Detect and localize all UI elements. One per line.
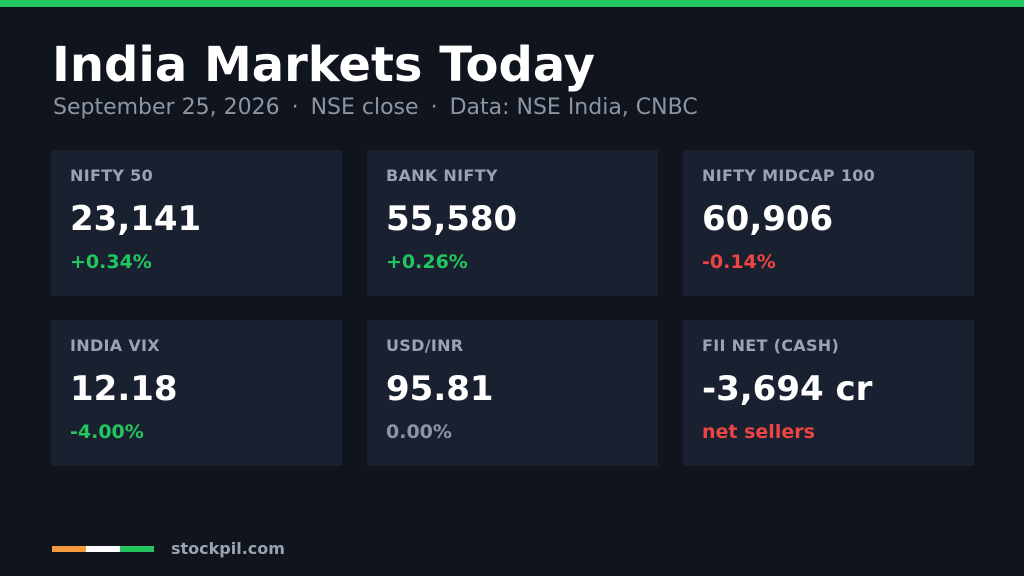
session-label: NSE close xyxy=(310,95,419,120)
card-usd-inr: USD/INR 95.81 0.00% xyxy=(367,320,658,466)
card-value: 23,141 xyxy=(70,199,202,239)
flag-green-segment xyxy=(120,546,154,552)
subtitle-separator: · xyxy=(291,95,299,120)
card-label: FII NET (CASH) xyxy=(702,336,840,355)
subtitle-separator: · xyxy=(430,95,438,120)
card-label: NIFTY 50 xyxy=(70,166,154,185)
card-bank-nifty: BANK NIFTY 55,580 +0.26% xyxy=(367,150,658,296)
card-change: +0.26% xyxy=(386,251,468,273)
card-change: net sellers xyxy=(702,421,815,443)
flag-saffron-segment xyxy=(52,546,86,552)
card-nifty-midcap-100: NIFTY MIDCAP 100 60,906 -0.14% xyxy=(683,150,974,296)
card-change: +0.34% xyxy=(70,251,152,273)
card-value: 60,906 xyxy=(702,199,834,239)
india-flag-stripe xyxy=(52,546,154,552)
footer-brand-link[interactable]: stockpil.com xyxy=(171,539,285,558)
card-label: USD/INR xyxy=(386,336,464,355)
card-value: -3,694 cr xyxy=(702,369,873,409)
card-value: 95.81 xyxy=(386,369,494,409)
card-label: NIFTY MIDCAP 100 xyxy=(702,166,876,185)
card-value: 55,580 xyxy=(386,199,518,239)
accent-top-bar xyxy=(0,0,1024,7)
card-change: -0.14% xyxy=(702,251,776,273)
page-subtitle: September 25, 2026 · NSE close · Data: NSE I… xyxy=(53,94,698,122)
card-fii-net-cash: FII NET (CASH) -3,694 cr net sellers xyxy=(683,320,974,466)
card-change: 0.00% xyxy=(386,421,452,443)
data-source: Data: NSE India, CNBC xyxy=(449,95,698,120)
card-label: BANK NIFTY xyxy=(386,166,498,185)
card-value: 12.18 xyxy=(70,369,178,409)
report-date: September 25, 2026 xyxy=(53,95,280,120)
card-change: -4.00% xyxy=(70,421,144,443)
flag-white-segment xyxy=(86,546,120,552)
card-india-vix: INDIA VIX 12.18 -4.00% xyxy=(51,320,342,466)
page-title: India Markets Today xyxy=(52,37,596,93)
card-label: INDIA VIX xyxy=(70,336,160,355)
card-nifty-50: NIFTY 50 23,141 +0.34% xyxy=(51,150,342,296)
